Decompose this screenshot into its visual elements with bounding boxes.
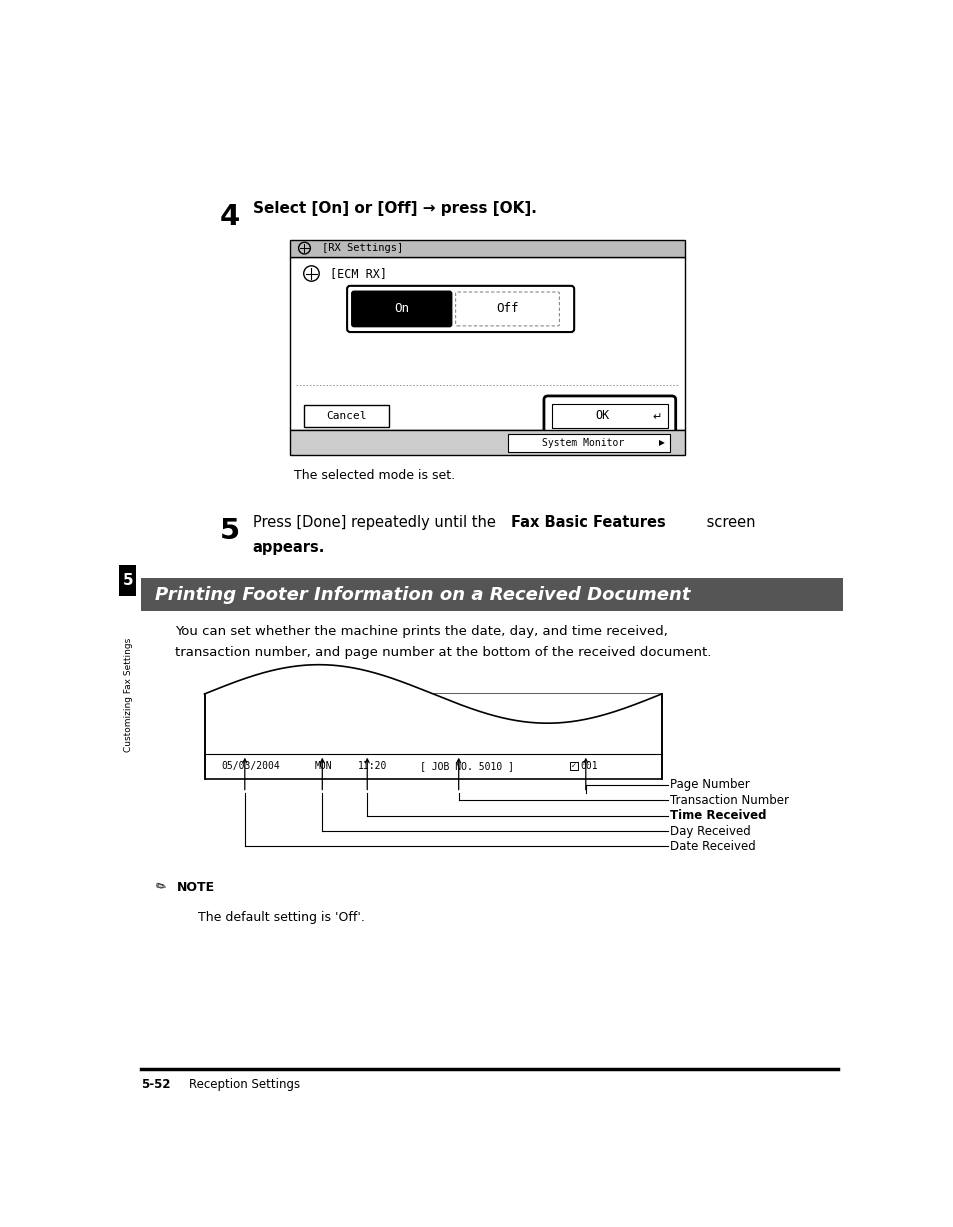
Text: The selected mode is set.: The selected mode is set. (294, 469, 455, 482)
Text: Off: Off (496, 302, 518, 315)
Text: [RX Settings]: [RX Settings] (322, 243, 403, 253)
Text: [ECM RX]: [ECM RX] (330, 267, 387, 280)
Bar (303, 405, 389, 427)
Text: The default setting is 'Off'.: The default setting is 'Off'. (198, 912, 365, 924)
Text: Fax Basic Features: Fax Basic Features (510, 515, 664, 530)
Bar (290, 256, 684, 429)
Bar (290, 429, 684, 455)
Bar (119, 566, 136, 596)
Text: ↵: ↵ (652, 412, 661, 422)
Text: ▶: ▶ (659, 438, 664, 448)
Bar (204, 694, 661, 779)
Bar (508, 433, 669, 453)
Text: Page Number: Page Number (670, 778, 749, 791)
Text: Customizing Fax Settings: Customizing Fax Settings (124, 638, 132, 752)
Text: 11:20: 11:20 (357, 761, 387, 772)
Bar (141, 578, 842, 611)
Text: Printing Footer Information on a Received Document: Printing Footer Information on a Receive… (154, 585, 690, 604)
Bar (570, 762, 578, 771)
Text: Select [On] or [Off] → press [OK].: Select [On] or [Off] → press [OK]. (253, 201, 536, 216)
Text: appears.: appears. (253, 540, 325, 555)
FancyBboxPatch shape (456, 292, 558, 326)
Text: MON: MON (314, 761, 332, 772)
FancyBboxPatch shape (347, 286, 574, 333)
Text: 05/03/2004: 05/03/2004 (221, 761, 280, 772)
Text: ✏: ✏ (152, 880, 166, 894)
Text: transaction number, and page number at the bottom of the received document.: transaction number, and page number at t… (174, 647, 711, 659)
Text: NOTE: NOTE (177, 881, 215, 894)
Text: Day Received: Day Received (670, 825, 750, 838)
Text: screen: screen (701, 515, 755, 530)
Text: 5: 5 (220, 517, 240, 545)
Text: Cancel: Cancel (326, 411, 366, 421)
Text: Transaction Number: Transaction Number (670, 794, 788, 806)
Text: 001: 001 (579, 761, 598, 772)
Text: ✓: ✓ (571, 763, 577, 769)
Bar (551, 404, 667, 428)
Text: OK: OK (595, 410, 609, 422)
Text: Press [Done] repeatedly until the: Press [Done] repeatedly until the (253, 515, 499, 530)
Text: 5: 5 (122, 573, 133, 588)
Text: Time Received: Time Received (670, 809, 766, 822)
Text: System Monitor: System Monitor (541, 438, 623, 448)
Text: You can set whether the machine prints the date, day, and time received,: You can set whether the machine prints t… (174, 625, 667, 638)
Text: Reception Settings: Reception Settings (189, 1079, 300, 1091)
Text: 4: 4 (220, 202, 240, 231)
FancyBboxPatch shape (352, 291, 452, 326)
FancyBboxPatch shape (543, 396, 675, 436)
Text: Date Received: Date Received (670, 840, 755, 853)
Bar (290, 239, 684, 256)
Text: On: On (394, 302, 409, 315)
Text: 5-52: 5-52 (141, 1079, 171, 1091)
Text: [ JOB NO. 5010 ]: [ JOB NO. 5010 ] (419, 761, 514, 772)
